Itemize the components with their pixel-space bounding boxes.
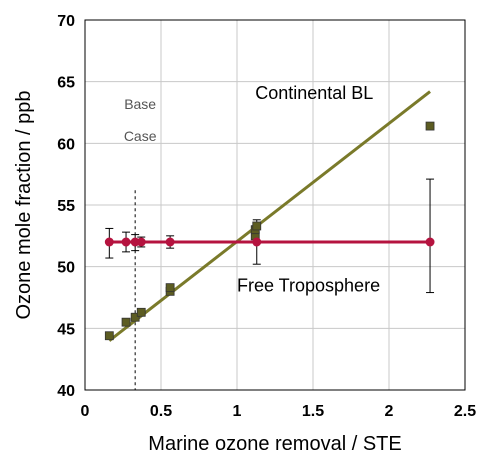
- data-point-free-troposphere: [425, 237, 435, 247]
- x-tick-label: 1.5: [302, 403, 324, 420]
- y-tick-label: 65: [57, 75, 75, 92]
- x-tick-label: 0: [81, 403, 90, 420]
- data-point-continental-bl: [104, 331, 114, 341]
- x-tick-label: 2.5: [454, 403, 476, 420]
- data-point-free-troposphere: [165, 237, 175, 247]
- y-tick-label: 60: [57, 136, 75, 153]
- x-tick-label: 1: [233, 403, 242, 420]
- y-tick-label: 50: [57, 260, 75, 277]
- y-tick-label: 55: [57, 198, 75, 215]
- data-point-continental-bl: [252, 221, 262, 231]
- data-point-continental-bl: [136, 307, 146, 317]
- base-case-label-base: Base: [124, 96, 156, 112]
- series-label-free-troposphere: Free Troposphere: [237, 275, 380, 295]
- data-point-continental-bl: [130, 312, 140, 322]
- fit-line-continental-bl: [108, 90, 431, 342]
- data-point-free-troposphere: [121, 237, 131, 247]
- grid-lines: [85, 20, 465, 390]
- y-tick-label: 40: [57, 383, 75, 400]
- y-tick-label: 45: [57, 321, 75, 338]
- base-case-marker: Base Case: [124, 96, 157, 390]
- tick-labels: 0 0.5 1 1.5 2 2.5 40 45 50 55 60 65 70: [57, 13, 476, 420]
- x-tick-label: 2: [385, 403, 394, 420]
- data-point-free-troposphere: [104, 237, 114, 247]
- data-point-free-troposphere: [136, 237, 146, 247]
- series: [104, 90, 435, 342]
- data-point-continental-bl: [165, 283, 175, 293]
- plot-area: [84, 19, 466, 391]
- x-tick-label: 0.5: [150, 403, 172, 420]
- series-label-continental-bl: Continental BL: [255, 83, 373, 103]
- y-axis-title: Ozone mole fraction / ppb: [13, 90, 35, 319]
- x-axis-title: Marine ozone removal / STE: [148, 433, 401, 455]
- data-point-continental-bl: [121, 317, 131, 327]
- data-point-free-troposphere: [252, 237, 262, 247]
- base-case-label-case: Case: [124, 128, 157, 144]
- data-point-continental-bl: [425, 121, 435, 131]
- y-tick-label: 70: [57, 13, 75, 30]
